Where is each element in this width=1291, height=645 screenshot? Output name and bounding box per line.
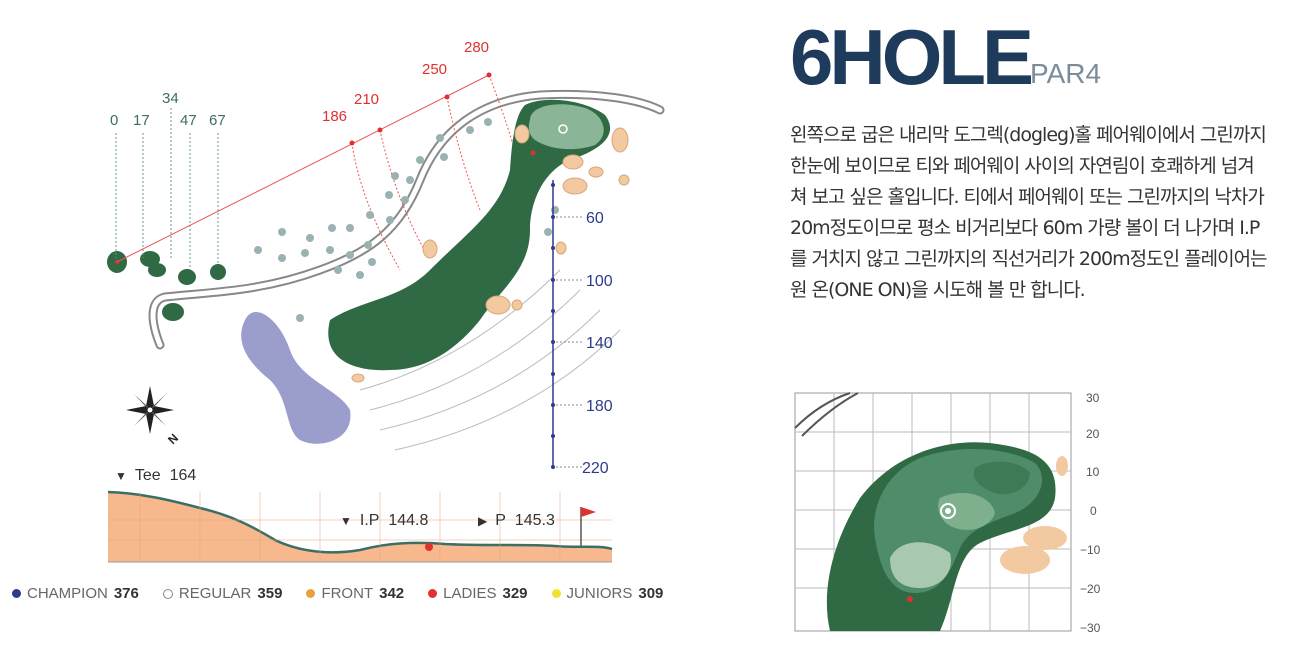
profile-ip-label: ▼ I.P 144.8 bbox=[340, 512, 429, 529]
profile-pin-label: ▶ P 145.3 bbox=[478, 512, 555, 529]
yardage-140: 140 bbox=[586, 335, 613, 352]
ip-marker bbox=[425, 543, 433, 551]
green-scale-30: 30 bbox=[1086, 391, 1100, 405]
green-scale-minus20: −20 bbox=[1080, 582, 1101, 596]
green-detail-map: 30 20 10 0 −10 −20 −30 bbox=[794, 391, 1101, 635]
green-scale-minus30: −30 bbox=[1080, 621, 1101, 635]
pin-flag-icon bbox=[580, 507, 596, 546]
yardage-100: 100 bbox=[586, 273, 613, 290]
hole-title: 6HOLE bbox=[790, 13, 1034, 101]
legend-front: FRONT 342 bbox=[306, 585, 404, 602]
tee-legend: CHAMPION 376 REGULAR 359 FRONT 342 LADIES 32… bbox=[12, 585, 663, 602]
tee-marker-lines bbox=[115, 108, 219, 268]
hole-description: 왼쪽으로 굽은 내리막 도그렉(dogleg)홀 페어웨이에서 그린까지 한눈에… bbox=[790, 124, 1268, 301]
compass-icon: N bbox=[126, 386, 181, 447]
target-arcs bbox=[351, 74, 521, 271]
legend-regular: REGULAR 359 bbox=[162, 585, 282, 602]
regular-dot-icon bbox=[162, 588, 173, 599]
distance-186: 186 bbox=[322, 108, 347, 125]
distance-210: 210 bbox=[354, 91, 379, 108]
legend-ladies: LADIES 329 bbox=[428, 585, 528, 602]
ladies-dot-icon bbox=[428, 589, 438, 598]
tee-marker-67: 67 bbox=[209, 112, 226, 129]
juniors-dot-icon bbox=[551, 589, 561, 598]
green-scale-0: 0 bbox=[1090, 504, 1097, 518]
green-scale-20: 20 bbox=[1086, 427, 1100, 441]
fairway bbox=[328, 99, 611, 371]
bunkers bbox=[351, 124, 630, 383]
distance-arcs bbox=[359, 269, 621, 451]
tee-marker-34: 34 bbox=[162, 90, 179, 107]
water-hazard bbox=[241, 311, 351, 444]
tee-marker-17: 17 bbox=[133, 112, 150, 129]
compass-north-label: N bbox=[165, 431, 181, 447]
front-dot-icon bbox=[306, 589, 316, 598]
distance-250: 250 bbox=[422, 61, 447, 78]
yardage-220: 220 bbox=[582, 460, 609, 477]
distance-280: 280 bbox=[464, 39, 489, 56]
par-label: PAR4 bbox=[1030, 58, 1102, 89]
legend-juniors: JUNIORS 309 bbox=[551, 585, 663, 602]
champion-dot-icon bbox=[12, 589, 21, 598]
tee-boxes bbox=[107, 251, 226, 321]
elevation-profile bbox=[108, 492, 612, 562]
yardage-60: 60 bbox=[586, 210, 604, 227]
trees bbox=[254, 118, 559, 322]
legend-champion: CHAMPION 376 bbox=[12, 585, 139, 602]
tee-marker-47: 47 bbox=[180, 112, 197, 129]
green-scale-10: 10 bbox=[1086, 465, 1100, 479]
tee-marker-0: 0 bbox=[110, 112, 118, 129]
yardage-180: 180 bbox=[586, 398, 613, 415]
course-map: 0 17 34 47 67 186 210 250 280 60 100 140… bbox=[107, 39, 665, 563]
profile-tee-label: ▼ Tee 164 bbox=[115, 467, 197, 484]
aim-line bbox=[116, 74, 490, 263]
green-scale-minus10: −10 bbox=[1080, 543, 1101, 557]
